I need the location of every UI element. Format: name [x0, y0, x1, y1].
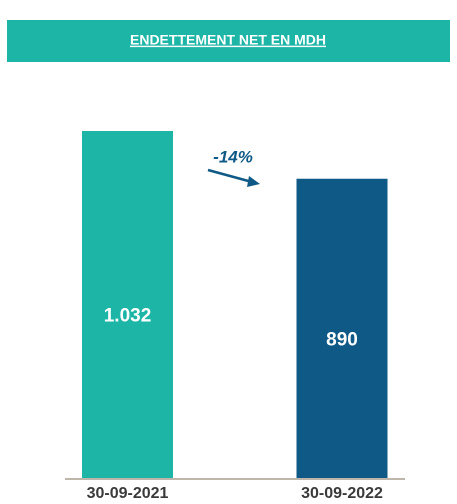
bar: [82, 131, 173, 478]
x-tick-label: 30-09-2021: [87, 485, 169, 502]
title-band: [7, 20, 450, 62]
arrow: [207, 168, 253, 184]
x-tick-label: 30-09-2022: [301, 485, 383, 502]
annotation: -14%: [213, 147, 253, 166]
arrow-head: [247, 176, 260, 187]
value-label: 1.032: [104, 306, 152, 327]
bar: [296, 178, 388, 478]
chart-title: ENDETTEMENT NET EN MDH: [130, 32, 326, 48]
value-label: 890: [326, 329, 358, 350]
